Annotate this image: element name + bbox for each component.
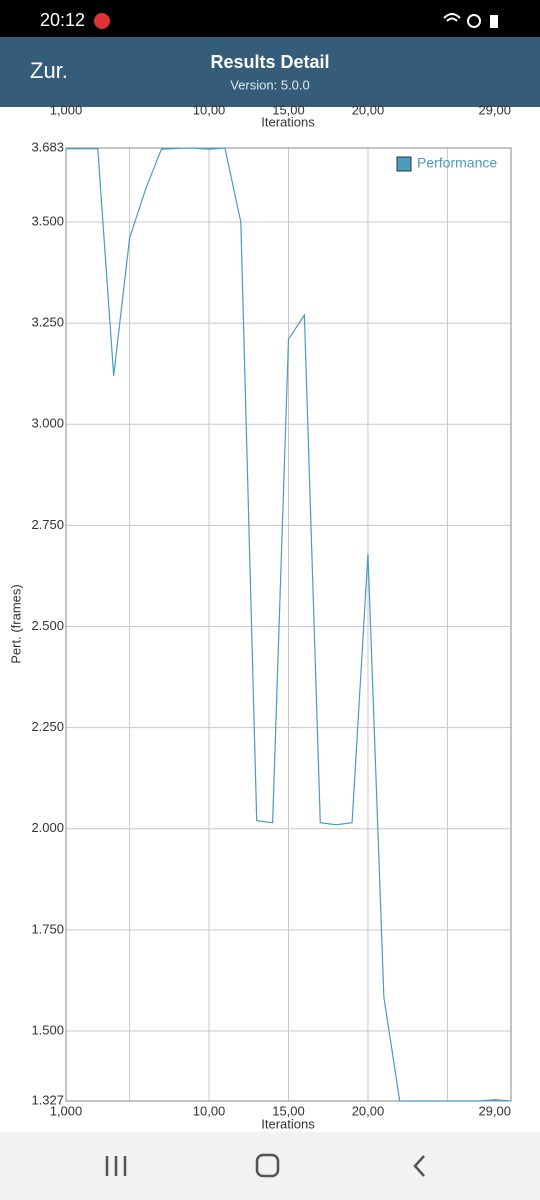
y-tick-label: 3.250 <box>31 315 64 330</box>
legend-swatch <box>396 156 412 172</box>
x-tick-label-top: 15,00 <box>272 102 305 117</box>
x-tick-label-top: 20,00 <box>352 102 385 117</box>
y-tick-label: 3.500 <box>31 213 64 228</box>
x-tick-label-top: 10,00 <box>193 102 226 117</box>
app-header <box>0 37 540 107</box>
x-axis-label-top: Iterations <box>261 114 315 129</box>
nav-home[interactable] <box>255 1153 280 1178</box>
back-button[interactable]: Zur. <box>30 58 68 83</box>
x-tick-label-top: 29,00 <box>478 102 511 117</box>
nav-back[interactable] <box>413 1155 425 1177</box>
x-tick-label: 1,000 <box>50 1103 83 1118</box>
legend-label: Performance <box>417 155 497 171</box>
y-tick-label: 3.683 <box>31 139 64 154</box>
plot-frame <box>65 147 512 1102</box>
y-tick-label: 2.250 <box>31 719 64 734</box>
data-line <box>66 147 512 1102</box>
x-tick-label-top: 1,000 <box>50 102 83 117</box>
y-axis-label: Pert. (frames) <box>8 584 23 663</box>
wifi-icon <box>443 13 461 22</box>
x-tick-label: 10,00 <box>193 1103 226 1118</box>
nav-recents[interactable] <box>105 1156 127 1176</box>
x-tick-label: 15,00 <box>272 1103 305 1118</box>
nav-bar <box>0 1132 540 1200</box>
y-tick-label: 2.750 <box>31 517 64 532</box>
header-title: Results Detail <box>210 52 329 72</box>
y-tick-label: 2.500 <box>31 618 64 633</box>
y-tick-label: 3.000 <box>31 416 64 431</box>
status-icon <box>94 13 110 29</box>
x-tick-label: 29,00 <box>478 1103 511 1118</box>
status-time: 20:12 <box>40 10 85 30</box>
y-tick-label: 1.750 <box>31 921 64 936</box>
battery-icon <box>490 15 498 28</box>
dnd-icon <box>467 14 481 28</box>
header-subtitle: Version: 5.0.0 <box>230 77 310 92</box>
y-tick-label: 2.000 <box>31 820 64 835</box>
y-tick-label: 1.500 <box>31 1022 64 1037</box>
x-axis-label: Iterations <box>261 1116 315 1131</box>
x-tick-label: 20,00 <box>352 1103 385 1118</box>
y-tick-label: 1.327 <box>31 1092 64 1107</box>
